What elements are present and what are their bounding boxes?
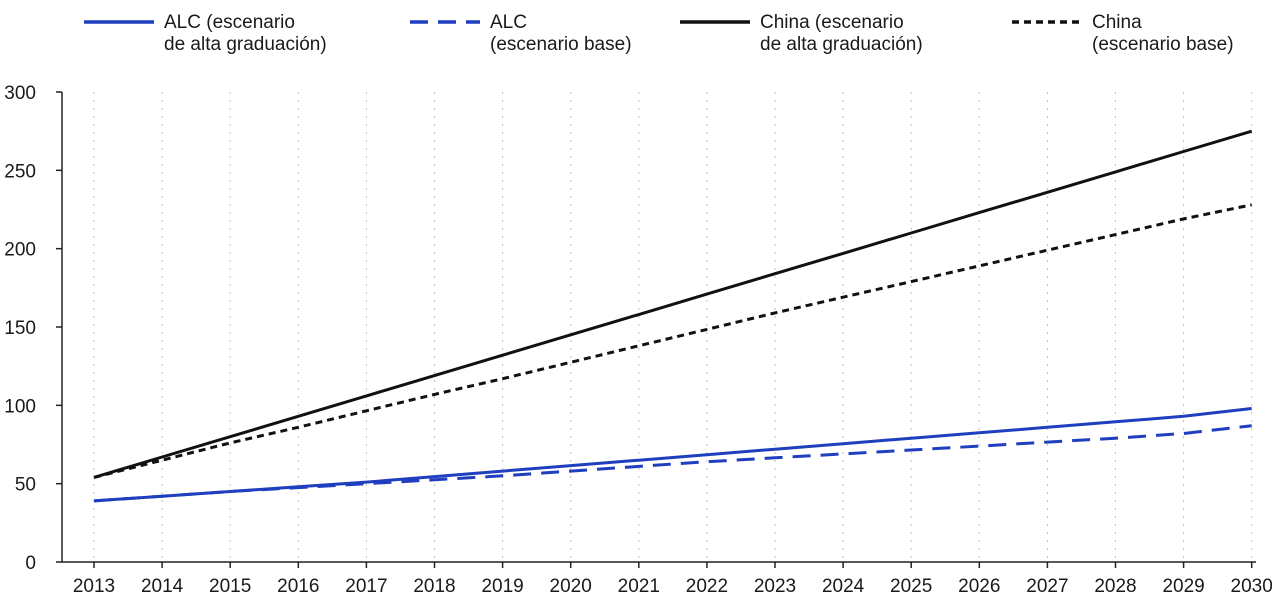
x-tick-label-2022: 2022 [686,576,728,597]
x-tick-label-2020: 2020 [550,576,592,597]
y-tick-label-0: 0 [25,553,36,574]
x-tick-label-2023: 2023 [754,576,796,597]
series-line-1 [94,409,1252,501]
y-tick-label-200: 200 [4,240,36,261]
y-tick-label-150: 150 [4,318,36,339]
legend-label-2-line-2: (escenario base) [490,34,632,55]
y-axis-ticks: 0 50 100 150 200 250 300 [4,83,62,574]
legend-label-1-line-1: ALC (escenario [164,12,295,33]
x-tick-label-2028: 2028 [1094,576,1136,597]
x-axis-ticks: 2013 2014 2015 2016 2017 2018 2019 2020 2021 2022… [73,562,1273,597]
x-tick-label-2025: 2025 [890,576,932,597]
series-line-2 [94,426,1252,501]
x-tick-label-2029: 2029 [1162,576,1204,597]
series-lines [94,131,1252,501]
legend-label-4-line-1: China [1092,12,1142,33]
y-tick-label-100: 100 [4,396,36,417]
legend-label-4-line-2: (escenario base) [1092,34,1234,55]
grid-lines [94,92,1252,562]
x-tick-label-2024: 2024 [822,576,865,597]
x-tick-label-2019: 2019 [481,576,523,597]
y-tick-label-50: 50 [15,475,36,496]
x-tick-label-2016: 2016 [277,576,319,597]
x-tick-label-2026: 2026 [958,576,1000,597]
x-tick-label-2018: 2018 [413,576,455,597]
x-tick-label-2013: 2013 [73,576,115,597]
y-tick-label-250: 250 [4,161,36,182]
x-tick-label-2030: 2030 [1231,576,1273,597]
x-tick-label-2021: 2021 [618,576,660,597]
x-tick-label-2017: 2017 [345,576,387,597]
x-tick-label-2015: 2015 [209,576,251,597]
legend-label-3-line-2: de alta graduación) [760,34,923,55]
legend-label-1-line-2: de alta graduación) [164,34,327,55]
x-tick-label-2027: 2027 [1026,576,1068,597]
x-tick-label-2014: 2014 [141,576,184,597]
legend-label-3-line-1: China (escenario [760,12,904,33]
y-tick-label-300: 300 [4,83,36,104]
legend-label-2-line-1: ALC [490,12,527,33]
series-line-4 [94,205,1252,478]
